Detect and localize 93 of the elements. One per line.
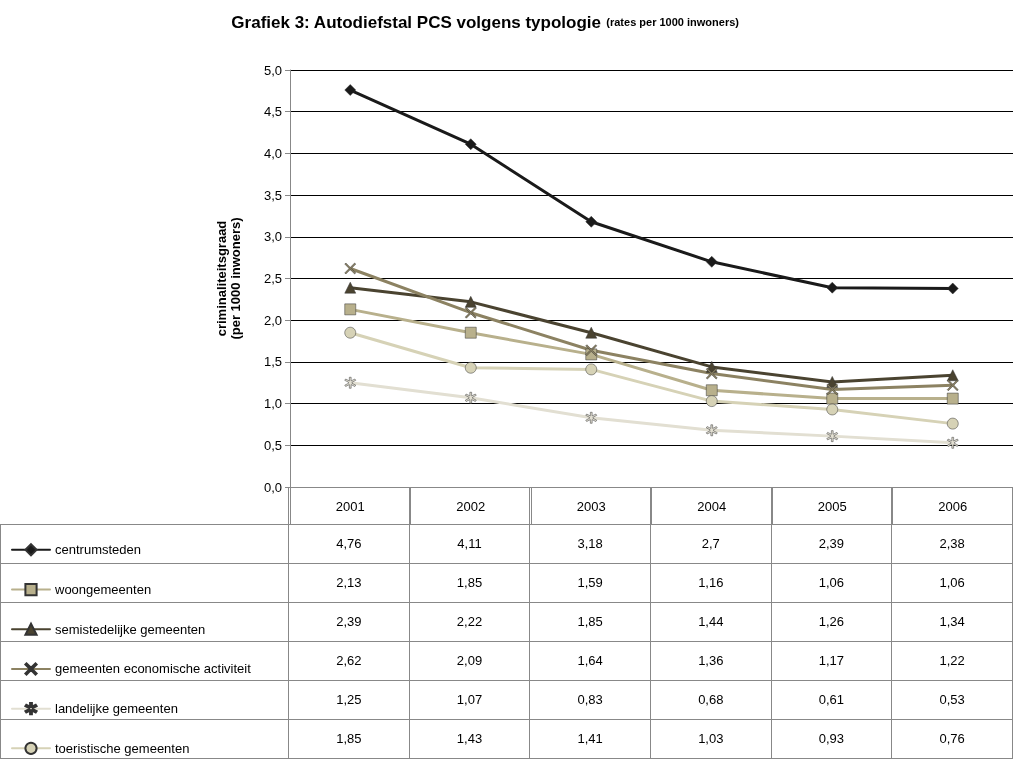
point (826, 403, 838, 416)
y-tick-label: 4,0 (263, 145, 282, 161)
data-label: 1,07 (409, 680, 530, 719)
data-label: 1,34 (891, 602, 1013, 641)
data-label: 1,03 (650, 719, 772, 758)
point (465, 306, 477, 319)
y-axis-title: criminaliteitsgraad (per 1000 inwoners) (213, 217, 243, 340)
data-label: 2,38 (891, 524, 1013, 563)
point (706, 424, 718, 437)
x-tick-label: 2003 (576, 499, 606, 514)
data-label: 4,76 (288, 524, 410, 563)
data-label: 1,06 (771, 563, 892, 602)
point (706, 256, 718, 268)
point (344, 326, 356, 339)
data-label: 1,64 (529, 641, 651, 680)
point (826, 281, 838, 294)
data-label: 2,39 (288, 602, 410, 641)
point (826, 430, 838, 442)
legend-label: gemeenten economische activiteit (55, 661, 252, 677)
point (826, 383, 838, 396)
y-tick-label: 2,0 (263, 312, 282, 328)
point (465, 138, 477, 150)
data-label: 1,85 (529, 602, 651, 641)
data-label: 1,44 (650, 602, 772, 641)
chart-title: Grafiek 3: Autodiefstal PCS volgens typologie (231, 12, 601, 32)
data-label: 3,18 (529, 524, 651, 563)
point (465, 361, 477, 374)
data-label: 1,22 (891, 641, 1013, 680)
data-label: 4,11 (409, 524, 530, 563)
x-tick-label: 2006 (938, 499, 968, 514)
data-label: 1,16 (650, 563, 772, 602)
point (706, 395, 718, 407)
point (585, 326, 597, 339)
y-tick-label: 4,5 (263, 104, 282, 120)
point (344, 377, 356, 389)
point (706, 367, 718, 380)
data-label: 2,62 (288, 641, 410, 680)
data-label: 1,26 (771, 602, 892, 641)
data-label: 0,93 (771, 719, 892, 758)
x-tick-label: 2002 (456, 499, 486, 514)
data-label: 1,43 (409, 719, 530, 758)
data-label: 1,85 (409, 563, 530, 602)
point (585, 363, 597, 376)
point (344, 281, 356, 294)
point (947, 282, 959, 295)
point (585, 344, 597, 356)
y-tick-label: 5,0 (263, 62, 282, 78)
point (465, 326, 477, 339)
data-label: 2,39 (771, 524, 892, 563)
legend-label: landelijke gemeenten (55, 701, 178, 717)
y-tick-label: 0,5 (263, 437, 282, 453)
data-label: 1,59 (529, 563, 651, 602)
point (465, 392, 477, 404)
x-tick-label: 2001 (335, 499, 365, 514)
y-tick-label: 0,0 (263, 479, 282, 495)
data-label: 0,53 (891, 680, 1013, 719)
point (585, 216, 597, 228)
data-label: 0,83 (529, 680, 651, 719)
data-label: 1,17 (771, 641, 892, 680)
point (344, 84, 356, 96)
data-label: 2,09 (409, 641, 530, 680)
data-label: 1,85 (288, 719, 410, 758)
y-tick-label: 2,5 (263, 271, 282, 286)
legend-label: woongemeenten (54, 582, 152, 598)
y-tick-label: 3,0 (263, 229, 282, 245)
data-label: 1,06 (891, 563, 1013, 602)
legend-label: centrumsteden (55, 542, 141, 558)
data-label: 1,25 (288, 680, 410, 719)
y-tick-label: 3,5 (263, 187, 282, 203)
point (585, 412, 597, 424)
data-label: 2,7 (650, 524, 772, 563)
data-label: 0,76 (891, 719, 1013, 758)
data-label: 1,41 (529, 719, 651, 758)
point (947, 392, 959, 405)
data-label: 2,22 (409, 602, 530, 641)
y-tick-label: 1,5 (263, 354, 282, 370)
point (706, 384, 718, 397)
point (947, 417, 959, 430)
point (465, 296, 477, 308)
data-label: 1,36 (650, 641, 772, 680)
legend-label: toeristische gemeenten (55, 740, 190, 756)
y-tick-label: 1,0 (263, 396, 282, 412)
data-label: 2,13 (288, 563, 410, 602)
point (344, 262, 356, 275)
legend-label: semistedelijke gemeenten (55, 621, 206, 637)
data-label: 0,68 (650, 680, 772, 719)
data-label: 0,61 (771, 680, 892, 719)
point (344, 303, 356, 316)
chart-subtitle: (rates per 1000 inwoners) (606, 16, 740, 28)
point (947, 379, 959, 391)
x-tick-label: 2005 (817, 499, 847, 514)
point (947, 437, 959, 449)
x-tick-label: 2004 (697, 499, 727, 514)
